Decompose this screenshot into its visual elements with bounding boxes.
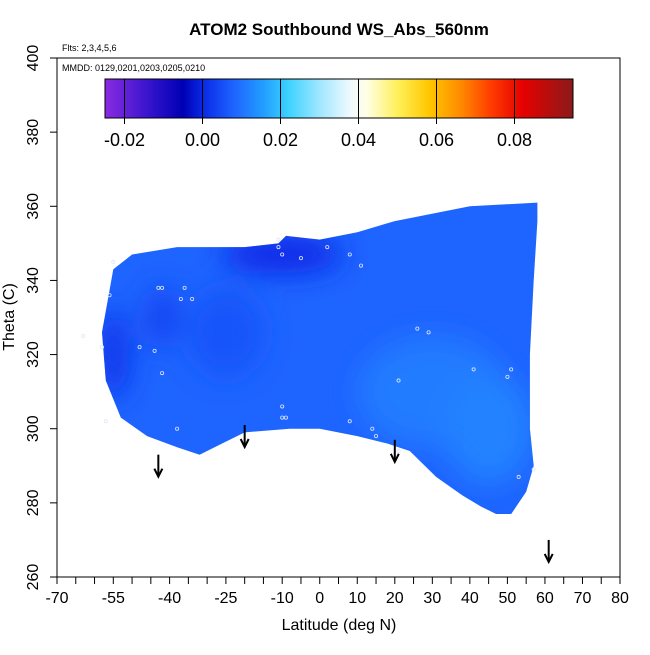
x-tick-label: 80 [611,590,629,607]
sample-point [190,296,195,301]
flight-arrow [543,539,554,565]
sample-point [396,448,401,453]
sample-point [283,415,288,420]
y-tick-label: 360 [25,193,42,220]
sample-point [182,285,187,290]
y-tick-label: 340 [25,267,42,294]
sample-point [107,293,112,298]
colorbar-tick-label: 0.02 [263,130,298,150]
x-tick-label: -10 [271,590,294,607]
sample-point [325,245,330,250]
flight-arrow [389,439,400,465]
sample-point [370,426,375,431]
x-tick-label: 70 [574,590,592,607]
y-tick-label: 300 [25,415,42,442]
x-tick-label: -55 [102,590,125,607]
y-tick-label: 400 [25,45,42,72]
colorbar-tick-label: 0.04 [341,130,376,150]
x-tick-label: -70 [45,590,68,607]
sample-point [81,334,86,339]
sample-point [137,345,142,350]
x-tick-label: -25 [214,590,237,607]
y-axis: 260 280 300 320 340 360 380 400 [25,45,57,591]
sample-point [111,259,116,264]
sample-point [298,256,303,261]
sample-point [396,378,401,383]
field-region [102,310,129,400]
sample-point [415,326,420,331]
flights-annotation: Flts: 2,3,4,5,6 [62,43,117,53]
colorbar-tick-label: 0.06 [419,130,454,150]
sample-point [347,419,352,424]
heatmap-field [102,202,538,514]
colorbar-tick-label: -0.02 [104,130,145,150]
sample-points [81,237,536,479]
sample-point [280,252,285,257]
sample-point [359,263,364,268]
sample-point [374,434,379,439]
sample-point [276,237,281,242]
sample-point [505,374,510,379]
x-tick-label: 0 [315,590,324,607]
chart-title: ATOM2 Southbound WS_Abs_560nm [189,20,489,39]
field-region [443,373,534,485]
colorbar-tick-label: 0.00 [185,130,220,150]
sample-point [103,419,108,424]
x-tick-label: 10 [348,590,366,607]
sample-point [471,367,476,372]
y-tick-label: 260 [25,564,42,591]
x-axis: -70 -55 -40 -25 -10 0 10 20 30 40 50 60 70 80 [45,577,629,607]
y-axis-label: Theta (C) [1,283,18,351]
sample-point [426,330,431,335]
sample-point [160,371,165,376]
x-tick-label: 20 [386,590,404,607]
y-tick-label: 280 [25,489,42,516]
dates-annotation: MMDD: 0129,0201,0203,0205,0210 [62,63,205,73]
flight-arrow [153,454,164,479]
y-tick-label: 380 [25,119,42,146]
sample-point [175,426,180,431]
x-axis-label: Latitude (deg N) [282,617,397,634]
flight-arrows [153,425,554,565]
sample-point [156,285,161,290]
sample-point [276,245,281,250]
x-tick-label: 30 [423,590,441,607]
sample-point [509,367,514,372]
field-region [188,287,264,377]
sample-point [178,296,183,301]
y-tick-label: 320 [25,341,42,368]
field-region [222,235,343,274]
x-tick-label: 50 [499,590,517,607]
colorbar-tick-label: 0.08 [497,130,532,150]
sample-point [516,474,521,479]
flight-arrow [239,425,250,450]
sample-point [152,348,157,353]
sample-point [347,252,352,257]
colorbar [104,78,574,119]
sample-point [100,345,105,350]
colorbar-ticks: -0.02 0.00 0.02 0.04 0.06 0.08 [104,79,532,150]
x-tick-label: 60 [536,590,554,607]
sample-point [160,285,165,290]
sample-point [531,467,536,472]
x-tick-label: -40 [158,590,181,607]
field-region [147,287,178,348]
sample-point [280,404,285,409]
sample-point [280,415,285,420]
x-tick-label: 40 [461,590,479,607]
